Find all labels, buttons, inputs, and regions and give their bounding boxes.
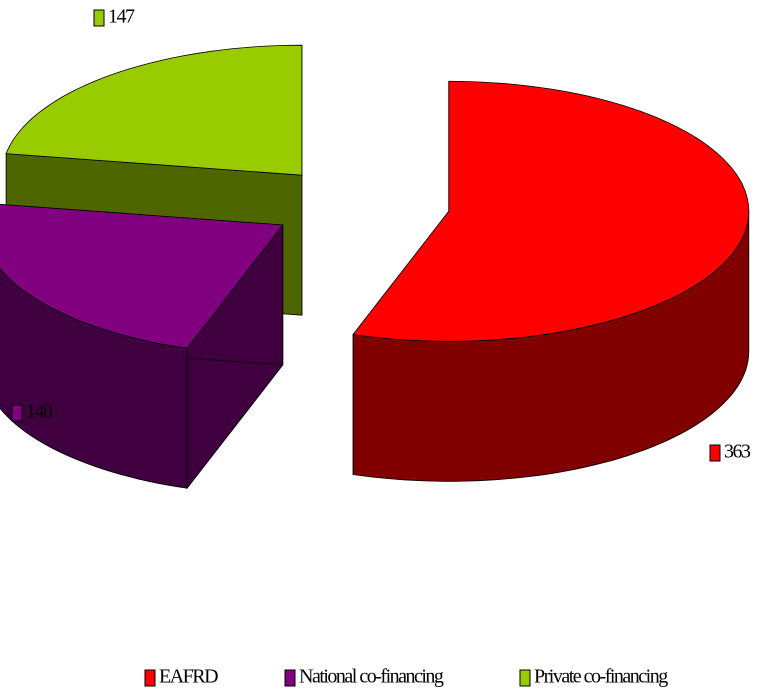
- legend-key: [519, 669, 531, 687]
- data-label: 363: [724, 441, 751, 463]
- data-label-key: [11, 404, 23, 422]
- data-label: 148: [26, 401, 53, 423]
- data-label-key: [709, 444, 721, 462]
- pie-slice: [352, 80, 750, 482]
- pie-slice: [0, 203, 284, 490]
- data-label-key: [93, 9, 105, 27]
- legend-key: [144, 669, 156, 687]
- legend-key: [284, 669, 296, 687]
- slice-top: [0, 203, 284, 349]
- slice-top: [5, 44, 303, 176]
- data-label: 147: [108, 6, 135, 28]
- legend-label: National co-financing: [299, 666, 444, 688]
- slice-top: [352, 80, 750, 342]
- legend-label: Private co-financing: [534, 666, 668, 688]
- legend-label: EAFRD: [159, 666, 218, 688]
